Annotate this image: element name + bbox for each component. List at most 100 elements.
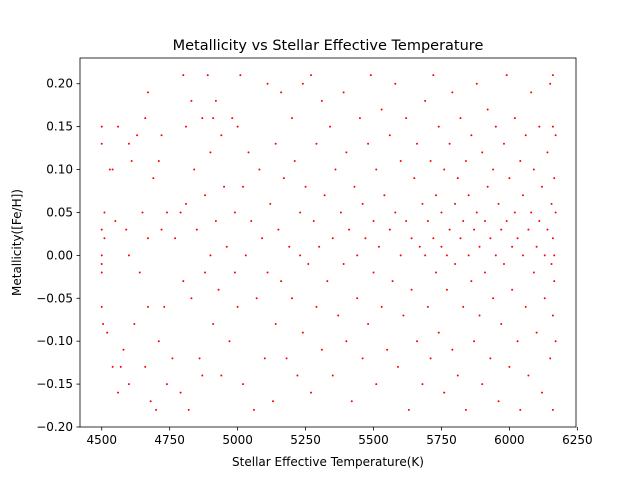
data-point [271,400,274,403]
y-axis-ticks: −0.20 −0.15 −0.10 −0.05 0.00 0.05 0.10 0.15 0.20 [36,77,80,434]
data-point [345,340,348,343]
data-point [383,194,386,197]
data-point [554,134,557,137]
data-point [489,357,492,360]
data-point [182,280,185,283]
data-point [553,254,556,257]
data-point [125,228,128,231]
data-point [299,211,302,214]
data-point [285,357,288,360]
data-point [470,134,473,137]
data-point [394,82,397,85]
data-point [146,91,149,94]
data-point [356,297,359,300]
data-point [475,211,478,214]
data-point [516,340,519,343]
data-point [136,134,139,137]
data-point [429,357,432,360]
data-point [266,82,269,85]
data-point [421,202,424,205]
data-point [448,228,451,231]
data-point [157,340,160,343]
data-point [165,211,168,214]
data-point [269,202,272,205]
data-point [127,383,130,386]
data-point [204,271,207,274]
data-point [236,305,239,308]
data-point [100,228,103,231]
data-point [481,383,484,386]
data-point [553,280,556,283]
data-point [522,194,524,197]
data-point [100,305,103,308]
data-point [437,125,440,128]
data-point [214,220,217,223]
data-point [462,220,465,223]
data-point [418,245,421,248]
data-point [111,365,114,368]
data-point [146,305,149,308]
data-point [475,82,478,85]
data-point [500,323,503,326]
data-point [204,194,207,197]
data-point [407,408,410,411]
data-points [100,74,557,411]
data-point [174,237,177,240]
data-point [535,245,538,248]
data-point [320,348,323,351]
data-point [149,400,152,403]
data-point [345,151,348,154]
y-tick-label: −0.10 [36,334,73,348]
data-point [386,348,389,351]
data-point [459,237,462,240]
data-point [541,185,544,188]
data-point [550,202,553,205]
x-tick-label: 5250 [290,433,321,447]
data-point [467,254,470,257]
data-point [320,99,323,102]
data-point [513,117,516,120]
data-point [367,142,370,145]
data-point [337,314,340,317]
data-point [432,74,435,77]
data-point [179,211,182,214]
x-axis-ticks: 4500 4750 5000 5250 5500 5750 6000 6250 [86,427,593,447]
data-point [228,340,231,343]
data-point [274,323,277,326]
data-point [274,142,277,145]
data-point [375,383,378,386]
data-point [155,408,158,411]
data-point [516,237,519,240]
data-point [206,74,209,77]
data-point [220,374,223,377]
data-point [527,374,530,377]
data-point [220,134,223,137]
data-point [100,125,103,128]
data-point [405,117,408,120]
data-point [146,237,149,240]
data-point [102,323,105,326]
data-point [530,91,533,94]
data-point [372,271,375,274]
data-point [361,357,364,360]
data-point [361,202,364,205]
data-point [138,271,141,274]
data-point [554,211,557,214]
data-point [511,288,514,291]
data-point [117,391,120,394]
data-point [505,220,508,223]
data-point [440,211,443,214]
data-point [356,254,359,257]
data-point [551,408,554,411]
data-point [492,168,495,171]
data-point [530,211,533,214]
data-point [497,202,500,205]
data-point [247,151,250,154]
data-point [141,211,144,214]
data-point [301,82,304,85]
data-point [163,305,166,308]
data-point [435,271,438,274]
data-point [380,305,383,308]
data-point [554,340,557,343]
